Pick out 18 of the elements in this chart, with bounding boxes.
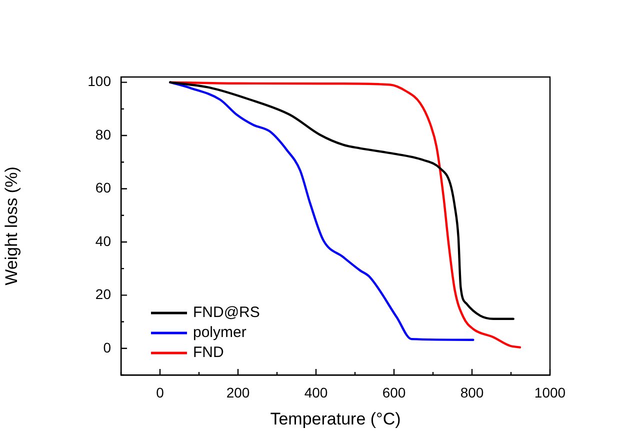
y-tick-label: 100 xyxy=(88,73,112,90)
x-tick-label: 800 xyxy=(460,384,484,400)
legend-label: FND@RS xyxy=(193,304,260,322)
y-tick-label: 0 xyxy=(103,339,112,356)
line-series xyxy=(169,81,474,341)
x-tick-label: 200 xyxy=(226,384,250,400)
legend-label: FND xyxy=(193,344,224,362)
x-tick-label: 1000 xyxy=(534,384,566,400)
y-tick-label: 80 xyxy=(95,126,112,142)
y-tick-label: 60 xyxy=(95,180,112,196)
legend-label: polymer xyxy=(193,324,246,342)
y-tick-label: 40 xyxy=(95,232,112,249)
x-tick-label: 400 xyxy=(304,384,328,400)
x-tick-label: 0 xyxy=(156,384,164,400)
y-tick-label: 20 xyxy=(95,286,112,302)
y-axis-title: Weight loss (%) xyxy=(2,166,21,286)
x-axis-title: Temperature (°C) xyxy=(270,409,401,428)
x-tick-label: 600 xyxy=(382,384,406,400)
